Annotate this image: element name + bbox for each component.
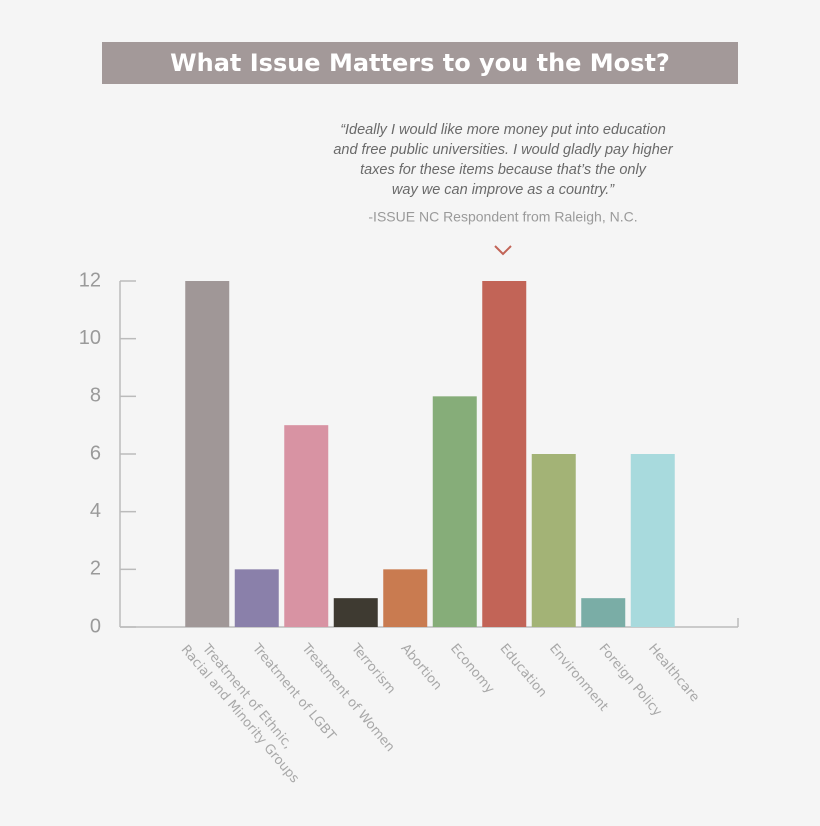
bar <box>531 454 576 627</box>
y-tick-label: 8 <box>90 385 101 407</box>
quote-line: “Ideally I would like more money put int… <box>340 122 666 138</box>
quote-source: -ISSUE NC Respondent from Raleigh, N.C. <box>368 209 637 225</box>
y-tick-label: 2 <box>90 558 101 580</box>
x-tick-label-line: Racial and Minority Groups <box>178 642 302 786</box>
x-tick-label: Education <box>497 641 550 700</box>
chart-title: What Issue Matters to you the Most? <box>170 49 670 77</box>
x-tick-label: Treatment of Ethnic,Racial and Minority … <box>178 631 315 786</box>
bar <box>234 569 279 627</box>
y-tick-label: 4 <box>90 500 101 522</box>
bar <box>284 425 329 627</box>
bar <box>482 281 527 627</box>
bar <box>383 569 428 627</box>
x-tick-label-line: Treatment of Ethnic, <box>199 640 296 751</box>
y-tick-label: 12 <box>79 269 101 291</box>
x-tick-label: Terrorism <box>347 640 398 697</box>
x-tick-label: Economy <box>447 641 497 697</box>
y-tick-label: 10 <box>79 327 101 349</box>
y-tick-label: 0 <box>90 615 101 637</box>
y-tick-label: 6 <box>90 442 101 464</box>
pointer <box>494 245 512 256</box>
bar <box>185 281 230 627</box>
quote-line: way we can improve as a country.” <box>392 182 615 198</box>
bar <box>581 598 626 627</box>
quote-line: taxes for these items because that’s the… <box>360 162 647 178</box>
bar <box>333 598 378 627</box>
bar <box>432 396 477 627</box>
quote-line: and free public universities. I would gl… <box>333 142 674 158</box>
title-bar <box>102 42 738 84</box>
x-tick-label: Treatment of Women <box>298 640 397 755</box>
bar <box>630 454 675 627</box>
x-tick-label: Abortion <box>398 641 445 693</box>
